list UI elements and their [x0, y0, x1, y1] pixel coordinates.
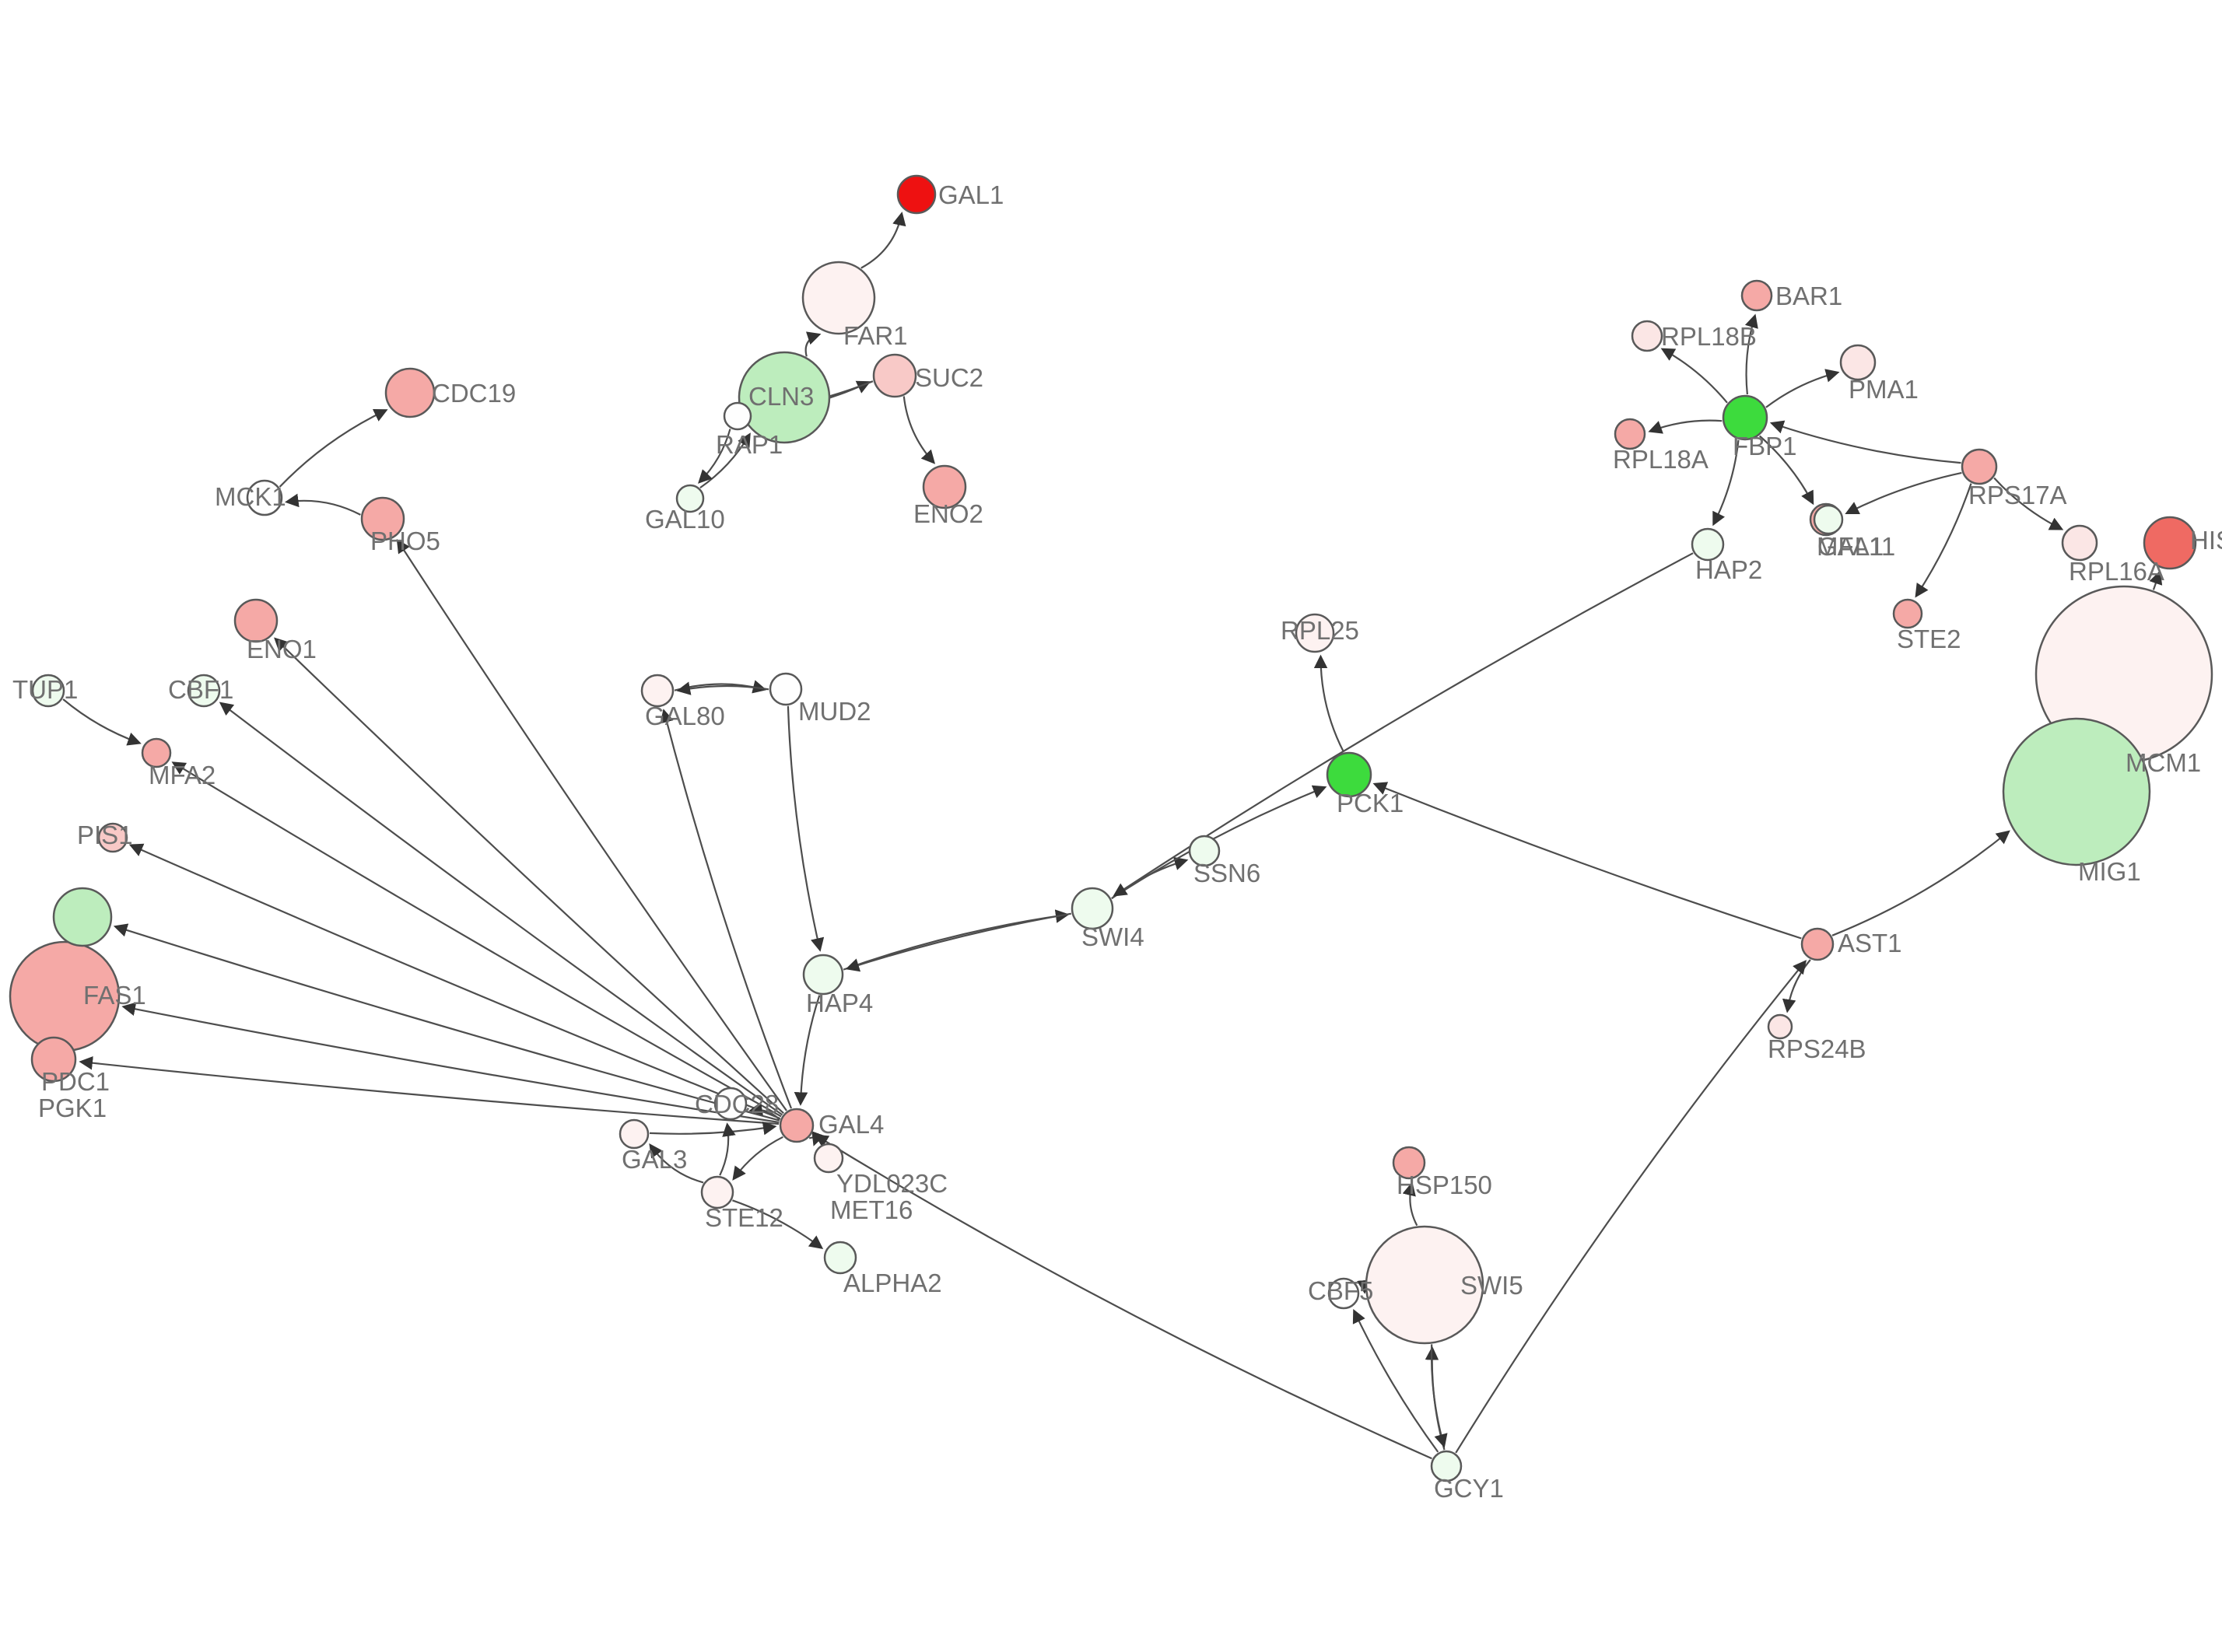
svg-text:PGK1: PGK1	[38, 1094, 107, 1122]
svg-text:MET16: MET16	[830, 1195, 913, 1224]
svg-text:GAL3: GAL3	[622, 1145, 687, 1174]
svg-text:MUD2: MUD2	[798, 697, 871, 726]
svg-text:ENO1: ENO1	[247, 635, 317, 663]
svg-text:MFA2: MFA2	[149, 761, 216, 789]
svg-text:PHO5: PHO5	[370, 527, 440, 555]
svg-text:HIS4: HIS4	[2190, 526, 2222, 555]
svg-text:SSN6: SSN6	[1193, 859, 1260, 887]
svg-text:HSP150: HSP150	[1397, 1171, 1492, 1199]
svg-text:RPS17A: RPS17A	[1968, 481, 2067, 509]
svg-text:MIG1: MIG1	[2078, 857, 2141, 886]
svg-text:RPL16A: RPL16A	[2069, 557, 2164, 586]
svg-text:PIS1: PIS1	[77, 821, 133, 849]
svg-text:RAP1: RAP1	[716, 430, 783, 459]
svg-text:GAL10: GAL10	[645, 505, 725, 534]
svg-text:GAL1: GAL1	[938, 180, 1004, 209]
svg-text:CDC28: CDC28	[695, 1090, 779, 1118]
svg-text:PDC1: PDC1	[41, 1067, 110, 1096]
svg-text:PCK1: PCK1	[1337, 789, 1404, 817]
svg-text:STE2: STE2	[1897, 625, 1961, 653]
svg-text:GCY1: GCY1	[1434, 1474, 1504, 1503]
svg-text:YDL023C: YDL023C	[836, 1169, 948, 1198]
svg-text:CDC19: CDC19	[432, 379, 516, 408]
svg-text:BAR1: BAR1	[1775, 282, 1842, 310]
svg-text:RPL18A: RPL18A	[1613, 445, 1709, 474]
svg-text:MCK1: MCK1	[215, 482, 286, 511]
svg-text:SWI5: SWI5	[1460, 1271, 1523, 1300]
svg-text:SUC2: SUC2	[915, 363, 983, 392]
svg-text:TUP1: TUP1	[12, 675, 78, 704]
svg-text:ALPHA2: ALPHA2	[843, 1269, 942, 1297]
svg-text:AST1: AST1	[1838, 929, 1902, 957]
svg-text:ENO2: ENO2	[913, 499, 983, 528]
svg-text:STE12: STE12	[705, 1203, 783, 1232]
svg-text:RPS24B: RPS24B	[1768, 1034, 1866, 1063]
svg-text:CBF5: CBF5	[1308, 1276, 1373, 1305]
svg-text:CBF1: CBF1	[168, 675, 233, 704]
svg-text:FAR1: FAR1	[843, 321, 908, 350]
svg-text:MCM1: MCM1	[2126, 748, 2201, 777]
svg-text:SWI4: SWI4	[1081, 922, 1144, 951]
svg-text:HAP4: HAP4	[806, 989, 873, 1017]
svg-text:GAL11: GAL11	[1817, 532, 1895, 561]
svg-text:GAL4: GAL4	[818, 1110, 884, 1139]
svg-text:GAL80: GAL80	[645, 702, 725, 730]
svg-text:PMA1: PMA1	[1849, 375, 1919, 404]
svg-text:FAS1: FAS1	[83, 981, 146, 1010]
svg-text:RPL25: RPL25	[1281, 616, 1359, 645]
svg-text:RPL18B: RPL18B	[1661, 322, 1757, 351]
svg-text:CLN3: CLN3	[748, 382, 814, 411]
svg-text:FBP1: FBP1	[1733, 432, 1797, 460]
svg-text:HAP2: HAP2	[1695, 555, 1762, 584]
